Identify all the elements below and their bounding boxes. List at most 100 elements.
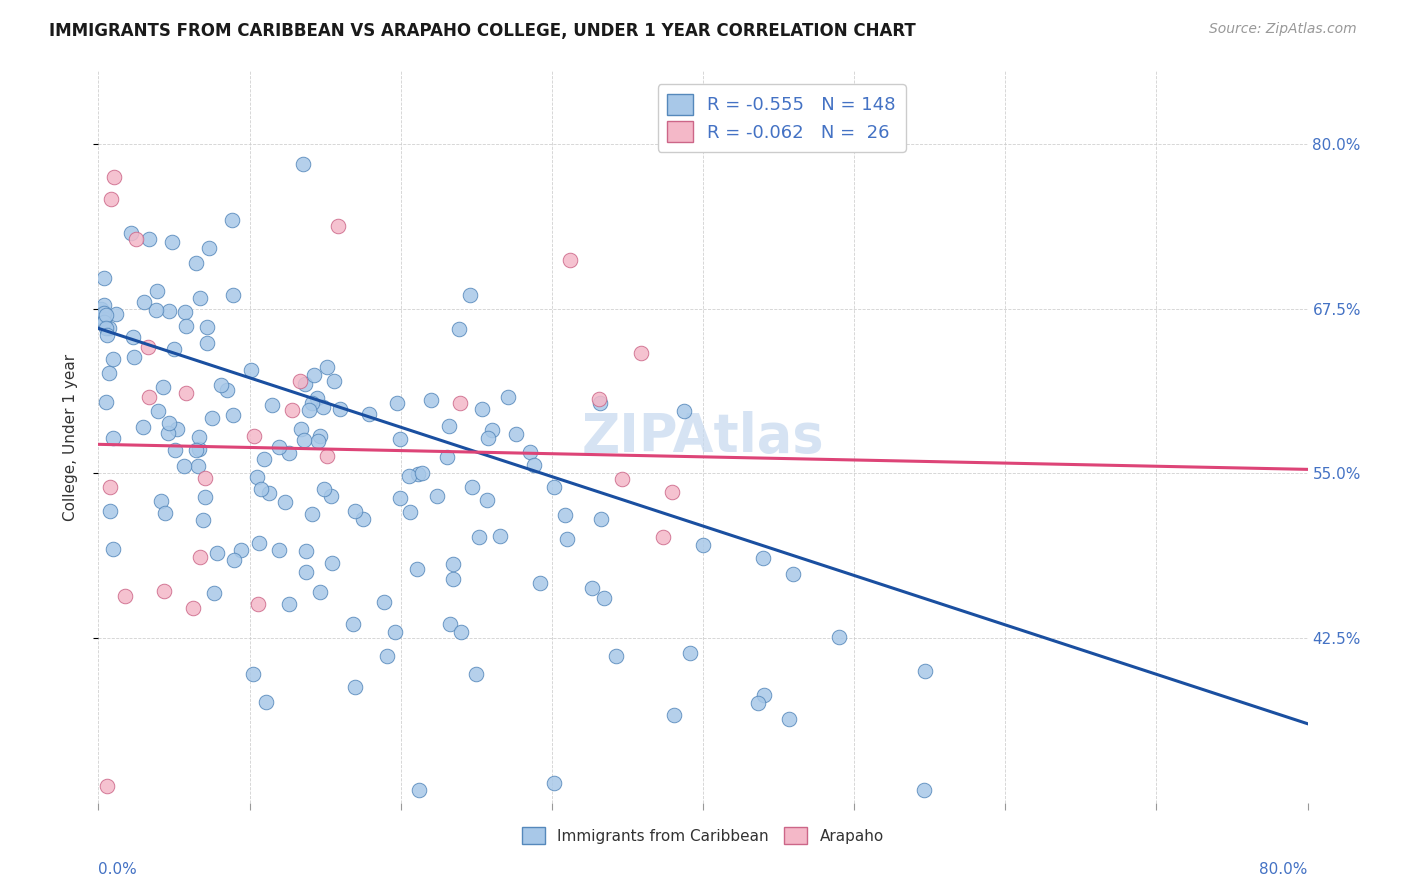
Point	[121, 330, 143, 344]
Point	[589, 396, 612, 410]
Point	[157, 304, 180, 318]
Point	[166, 422, 188, 436]
Point	[100, 480, 122, 494]
Point	[751, 550, 773, 565]
Point	[747, 697, 769, 711]
Point	[441, 557, 464, 571]
Point	[193, 513, 215, 527]
Point	[828, 630, 851, 644]
Point	[253, 452, 276, 467]
Point	[555, 532, 578, 546]
Point	[149, 494, 172, 508]
Point	[254, 695, 277, 709]
Point	[679, 646, 702, 660]
Point	[215, 384, 238, 398]
Text: IMMIGRANTS FROM CARIBBEAN VS ARAPAHO COLLEGE, UNDER 1 YEAR CORRELATION CHART: IMMIGRANTS FROM CARIBBEAN VS ARAPAHO COL…	[49, 22, 915, 40]
Point	[477, 431, 499, 445]
Point	[100, 192, 122, 206]
Point	[94, 308, 117, 322]
Point	[298, 402, 321, 417]
Point	[475, 492, 498, 507]
Point	[186, 256, 208, 270]
Point	[344, 504, 367, 518]
Point	[138, 340, 160, 354]
Point	[157, 425, 180, 440]
Point	[315, 450, 337, 464]
Text: Source: ZipAtlas.com: Source: ZipAtlas.com	[1209, 22, 1357, 37]
Point	[188, 291, 211, 305]
Point	[543, 776, 565, 790]
Point	[91, 305, 114, 319]
Point	[247, 536, 270, 550]
Point	[450, 625, 472, 640]
Point	[267, 440, 290, 454]
Point	[104, 307, 127, 321]
Point	[375, 648, 398, 663]
Point	[519, 445, 541, 459]
Point	[342, 617, 364, 632]
Point	[188, 442, 211, 457]
Point	[612, 472, 634, 486]
Point	[114, 589, 136, 603]
Point	[120, 226, 142, 240]
Point	[194, 471, 217, 485]
Text: ZIPAtlas: ZIPAtlas	[582, 411, 824, 463]
Point	[295, 544, 318, 558]
Point	[98, 321, 121, 335]
Point	[292, 433, 315, 447]
Point	[221, 213, 243, 227]
Point	[301, 508, 323, 522]
Point	[405, 562, 427, 576]
Point	[202, 586, 225, 600]
Point	[308, 585, 330, 599]
Point	[441, 572, 464, 586]
Point	[449, 396, 471, 410]
Point	[173, 304, 195, 318]
Point	[605, 648, 627, 663]
Point	[529, 575, 551, 590]
Point	[173, 459, 195, 474]
Point	[100, 504, 122, 518]
Point	[229, 543, 252, 558]
Point	[662, 708, 685, 723]
Point	[554, 508, 576, 522]
Point	[249, 482, 271, 496]
Point	[240, 362, 263, 376]
Point	[447, 322, 470, 336]
Point	[426, 489, 449, 503]
Point	[124, 350, 146, 364]
Point	[309, 429, 332, 443]
Point	[94, 321, 117, 335]
Point	[288, 375, 311, 389]
Point	[384, 625, 406, 640]
Point	[389, 491, 412, 506]
Point	[187, 429, 209, 443]
Point	[321, 556, 343, 570]
Point	[496, 390, 519, 404]
Point	[437, 419, 460, 434]
Point	[247, 597, 270, 611]
Point	[195, 319, 218, 334]
Point	[132, 420, 155, 434]
Point	[481, 423, 503, 437]
Point	[176, 318, 198, 333]
Point	[103, 352, 125, 367]
Point	[439, 616, 461, 631]
Point	[96, 327, 118, 342]
Point	[91, 310, 114, 325]
Point	[103, 169, 125, 184]
Point	[314, 483, 336, 497]
Point	[222, 552, 245, 566]
Point	[322, 375, 344, 389]
Point	[195, 335, 218, 350]
Point	[157, 416, 180, 430]
Point	[194, 490, 217, 504]
Point	[672, 404, 695, 418]
Point	[246, 470, 269, 484]
Point	[165, 442, 187, 457]
Point	[315, 360, 337, 375]
Point	[274, 495, 297, 509]
Point	[373, 595, 395, 609]
Point	[419, 393, 441, 408]
Point	[461, 480, 484, 494]
